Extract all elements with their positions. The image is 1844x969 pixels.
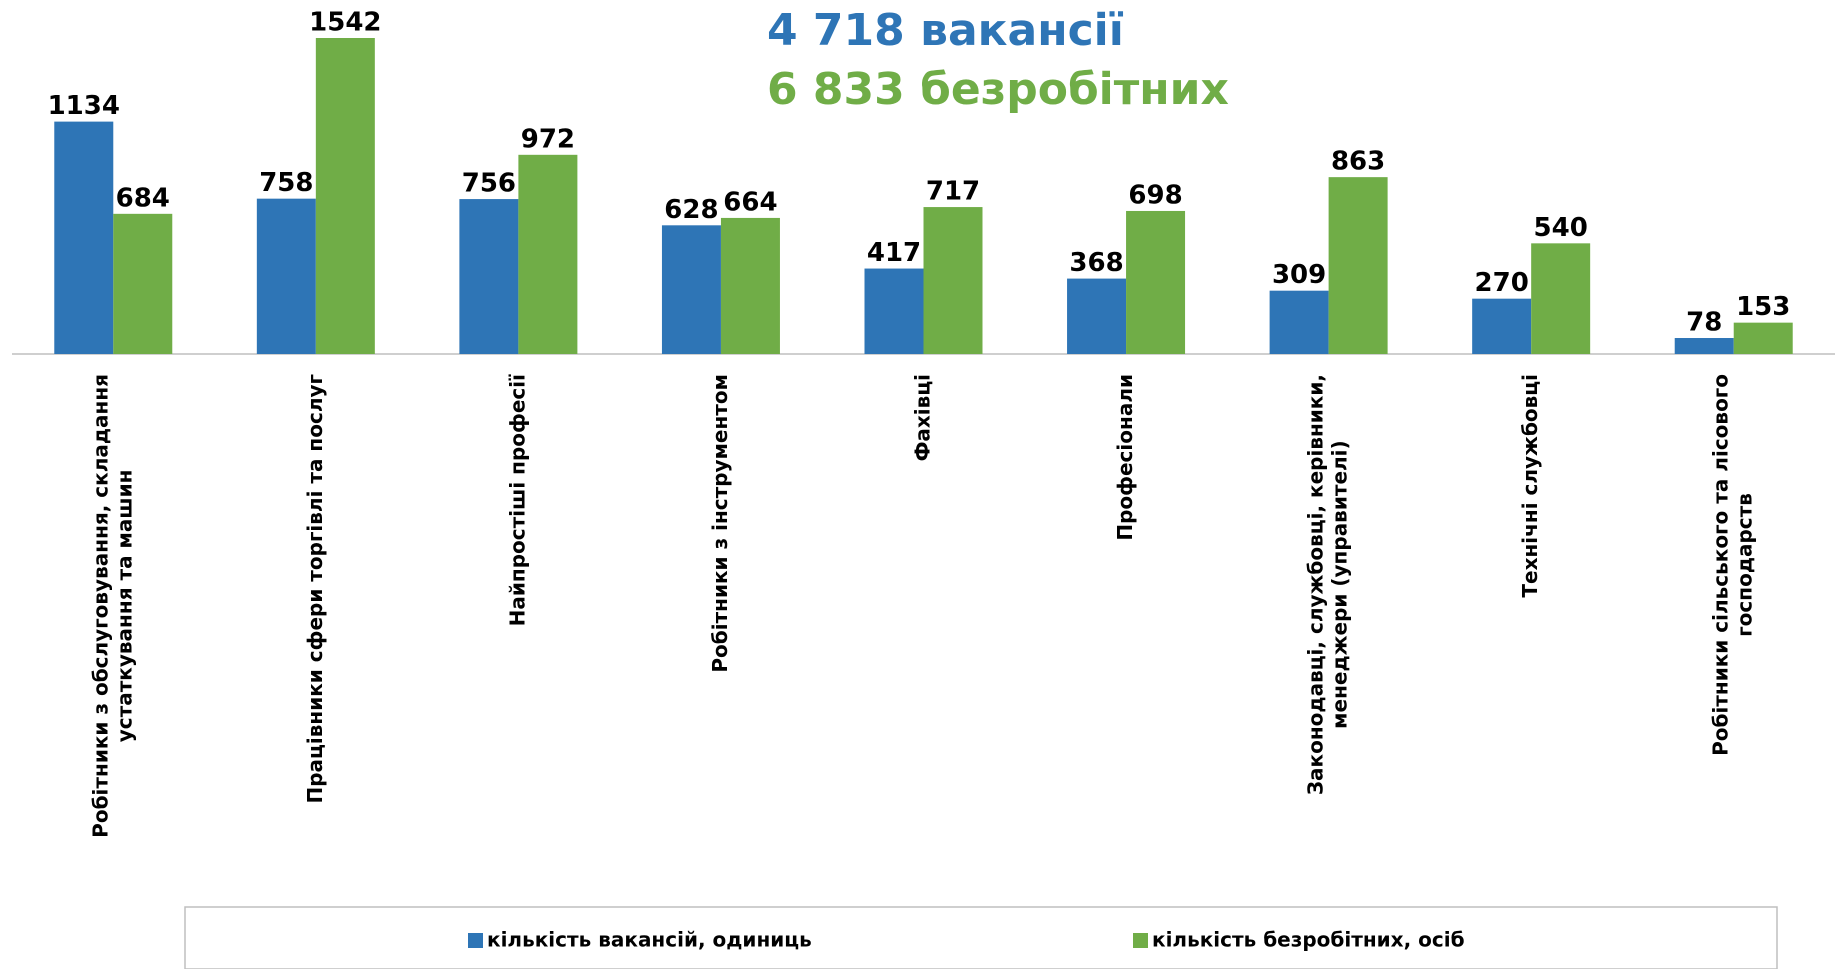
data-label: 717	[926, 177, 980, 207]
bar	[256, 198, 316, 354]
annotation-unemployed: 6 833 безробітних	[767, 64, 1229, 115]
bar	[518, 154, 578, 354]
x-tick-label: Фахівці	[910, 374, 934, 461]
bar	[54, 121, 114, 354]
x-tick-label: Робітники з інструментом	[707, 374, 731, 673]
x-tick-label: Працівники сфери торгівлі та послуг	[302, 374, 326, 804]
bar	[720, 217, 780, 354]
annotation-vacancies: 4 718 вакансії	[767, 5, 1124, 56]
legend-label: кількість безробітних, осіб	[1152, 928, 1465, 952]
bar	[864, 268, 924, 354]
data-label: 417	[867, 238, 921, 268]
bar	[1674, 338, 1734, 354]
data-label: 664	[723, 187, 777, 217]
bar	[923, 207, 983, 354]
legend-label: кількість вакансій, одиниць	[487, 928, 812, 952]
x-tick-label: Законодавці, службовці, керівники,менедж…	[1303, 374, 1351, 795]
data-label: 628	[664, 195, 718, 225]
data-label: 863	[1331, 147, 1385, 177]
bar	[1126, 210, 1186, 354]
data-label: 1542	[309, 8, 381, 38]
bar	[1067, 278, 1127, 354]
x-tick-label: Технічні службовці	[1518, 374, 1542, 598]
bar	[315, 38, 375, 354]
data-label: 368	[1069, 248, 1123, 278]
bar	[1269, 290, 1329, 354]
legend-swatch	[1133, 933, 1148, 948]
data-label: 540	[1534, 213, 1588, 243]
legend-swatch	[468, 933, 483, 948]
data-label: 309	[1272, 260, 1326, 290]
data-label: 78	[1686, 308, 1722, 338]
data-label: 698	[1128, 180, 1182, 210]
bar	[1472, 298, 1532, 354]
bar	[459, 199, 519, 354]
data-label: 972	[521, 124, 575, 154]
data-label: 1134	[48, 91, 120, 121]
bar	[661, 225, 721, 354]
bar	[1531, 243, 1591, 354]
x-tick-label: Професіонали	[1113, 374, 1137, 541]
x-tick-label: Робітники сільського та лісовогогосподар…	[1708, 374, 1756, 756]
data-label: 270	[1475, 268, 1529, 298]
data-label: 756	[462, 169, 516, 199]
bar	[113, 213, 173, 354]
legend-box	[184, 906, 1778, 969]
data-label: 153	[1736, 292, 1790, 322]
bar	[1733, 322, 1793, 354]
x-tick-label: Найпростіші професії	[505, 374, 529, 626]
data-label: 684	[116, 183, 170, 213]
x-tick-label: Робітники з обслуговування, складанняуст…	[88, 374, 136, 838]
data-label: 758	[259, 168, 313, 198]
bar	[1328, 177, 1388, 354]
